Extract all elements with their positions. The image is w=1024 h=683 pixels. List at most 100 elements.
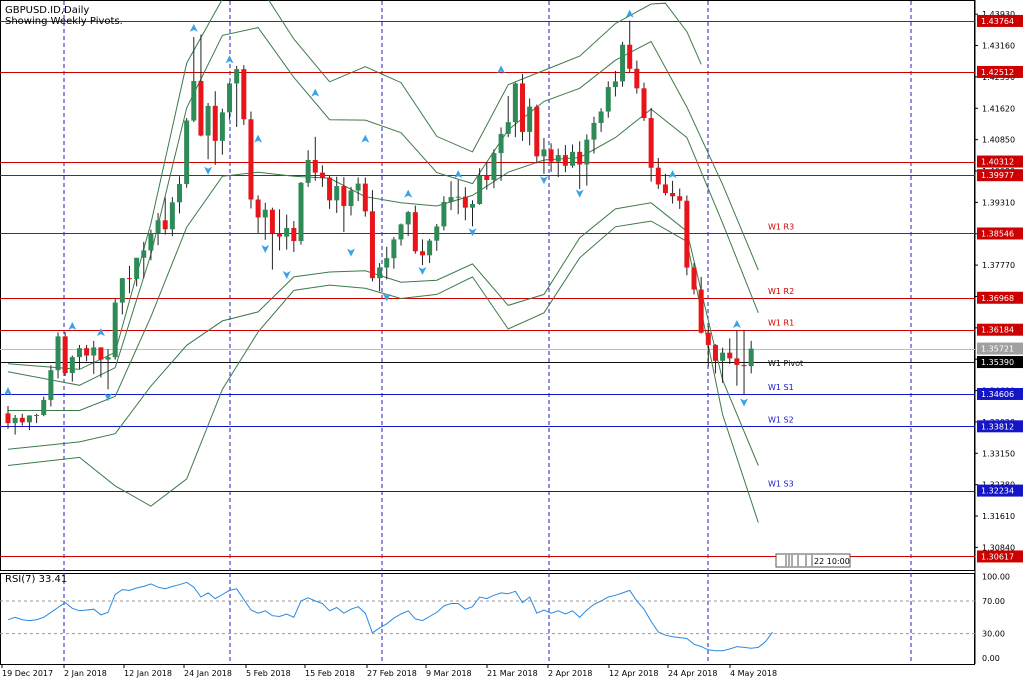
pivot-lines (0, 21, 975, 557)
chart-shift-box[interactable] (775, 553, 851, 568)
price-tick-label: 1.31610 (982, 512, 1015, 521)
bull-candle (455, 196, 461, 198)
bull-candle (505, 122, 511, 134)
price-panel-frame (0, 0, 975, 571)
rsi-tick-label: 30.00 (982, 630, 1005, 639)
date-tick-label: 12 Jan 2018 (124, 669, 172, 678)
fractal-up-arrow-icon (254, 134, 263, 143)
bear-candle (162, 220, 168, 230)
fractal-up-arrow-icon (454, 170, 463, 179)
bear-candle (269, 209, 275, 234)
bear-candle (684, 200, 690, 268)
bull-candle (512, 83, 518, 123)
bull-candle (148, 233, 154, 251)
rsi-panel: 100.00 70.00 30.00 0.00 (0, 573, 1010, 663)
price-box (977, 356, 1023, 369)
price-tick-label: 1.43930 (982, 10, 1015, 19)
price-box (977, 387, 1023, 400)
date-tick-label: 2 Jan 2018 (64, 669, 107, 678)
bull-candle (434, 226, 440, 241)
price-tick-label: 1.33150 (982, 449, 1015, 458)
bear-candle (577, 151, 583, 165)
fractal-down-arrow-icon (468, 228, 477, 237)
fractal-up-arrow-icon (311, 88, 320, 97)
date-tick-label: 21 Mar 2018 (487, 669, 538, 678)
price-box-label: 1.33812 (981, 422, 1014, 431)
price-box-label: 1.36184 (981, 326, 1014, 335)
fractal-up-arrow-icon (96, 328, 105, 337)
bull-candle (555, 155, 561, 162)
bear-candle (634, 68, 640, 89)
fractal-markers (4, 9, 749, 407)
bull-candle (134, 257, 140, 279)
bull-candle (498, 133, 504, 154)
bull-candle (720, 352, 726, 361)
price-box (977, 342, 1023, 355)
bollinger-upper-outer-line (7, 0, 702, 370)
bull-candle (76, 348, 82, 358)
price-tick-label: 1.37770 (982, 261, 1015, 270)
bull-candle (441, 201, 447, 227)
price-axis: 1.439301.431601.423901.416201.408501.400… (975, 10, 1023, 563)
price-box-label: 1.40312 (981, 158, 1014, 167)
fractal-up-arrow-icon (732, 319, 741, 328)
bear-candle (677, 196, 683, 201)
bull-candle (527, 106, 533, 132)
fractal-down-arrow-icon (539, 176, 548, 185)
bear-candle (412, 212, 418, 252)
price-box (977, 14, 1023, 27)
bull-candle (620, 44, 626, 82)
fractal-up-arrow-icon (625, 9, 634, 18)
bollinger-middle-line (8, 108, 759, 411)
rsi-tick-label: 70.00 (982, 597, 1005, 606)
price-box (977, 484, 1023, 497)
chart-shift-widget[interactable]: 22 10:00 (775, 553, 851, 568)
pivot-level-label: W1 S1 (768, 383, 794, 392)
bull-candle (298, 182, 304, 242)
chart-shift-time: 22 10:00 (814, 557, 850, 566)
bear-candle (319, 172, 325, 178)
fractal-down-arrow-icon (282, 271, 291, 280)
fractal-down-arrow-icon (347, 248, 356, 257)
fractal-down-arrow-icon (261, 244, 270, 253)
bear-candle (670, 193, 676, 197)
bull-candle (598, 111, 604, 123)
fractal-down-arrow-icon (575, 189, 584, 198)
grid-layer (0, 0, 976, 665)
date-tick-label: 24 Apr 2018 (668, 669, 717, 678)
bear-candle (419, 251, 425, 256)
bull-candle (477, 175, 483, 204)
bear-candle (277, 233, 283, 237)
fractal-up-arrow-icon (404, 189, 413, 198)
bear-candle (705, 332, 711, 345)
bull-candle (591, 122, 597, 140)
bear-candle (291, 228, 297, 242)
bull-candle (355, 183, 361, 191)
price-box (977, 227, 1023, 240)
fractal-down-arrow-icon (740, 398, 749, 407)
bull-candle (448, 197, 454, 202)
bull-candle (748, 348, 754, 367)
bull-candle (227, 83, 233, 113)
rsi-panel-frame (0, 573, 975, 665)
bull-candle (26, 415, 32, 423)
bull-candle (184, 120, 190, 185)
bull-candle (105, 357, 111, 360)
rsi-line (7, 581, 774, 652)
fractal-down-arrow-icon (204, 166, 213, 175)
bear-candle (641, 88, 647, 119)
bull-candle (405, 212, 411, 225)
bear-candle (712, 344, 718, 361)
date-tick-label: 2 Apr 2018 (548, 669, 592, 678)
price-box (977, 155, 1023, 168)
bull-candle (112, 302, 118, 358)
bear-candle (698, 289, 704, 333)
pivot-level-label: W1 S3 (768, 480, 794, 489)
pivot-level-label: W1 S2 (768, 415, 794, 424)
bear-candle (534, 106, 540, 157)
bull-candle (191, 80, 197, 121)
bear-candle (62, 336, 68, 374)
bear-candle (741, 364, 747, 367)
date-tick-label: 4 May 2018 (730, 669, 777, 678)
